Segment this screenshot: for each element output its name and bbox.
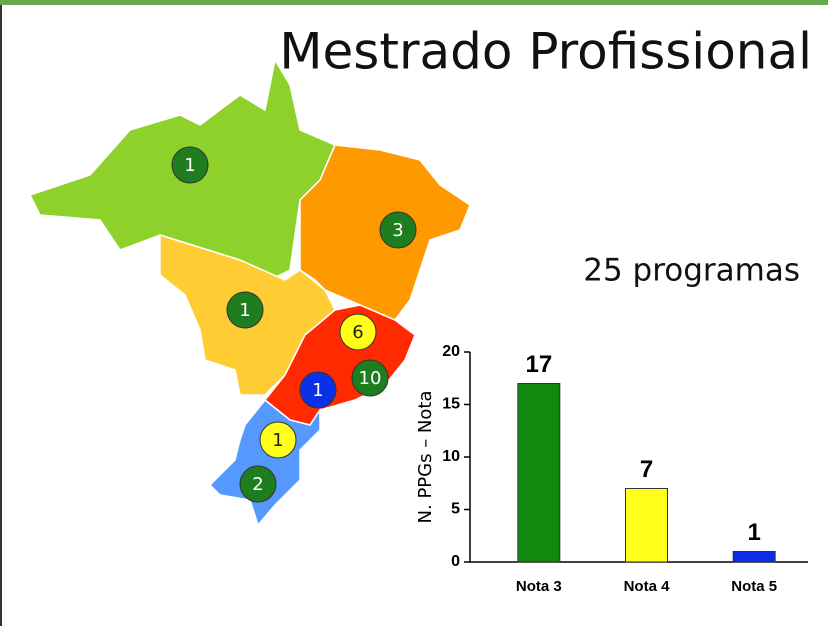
- map-marker: [171, 146, 209, 184]
- y-tick-label: 15: [442, 396, 460, 413]
- map-marker-label: 2: [252, 474, 263, 495]
- map-marker: [351, 359, 389, 397]
- value-label: 7: [640, 456, 653, 483]
- map-marker-label: 10: [359, 368, 382, 389]
- y-tick-label: 10: [442, 448, 460, 465]
- bar: [517, 383, 561, 563]
- y-tick-label: 0: [451, 553, 460, 570]
- map-marker: [239, 465, 277, 503]
- map-marker-label: 6: [352, 322, 363, 343]
- bar: [732, 551, 776, 563]
- slide-subtitle: 25 programas: [583, 253, 800, 289]
- y-axis-label: N. PPGs – Nota: [415, 391, 436, 524]
- map-marker-label: 1: [272, 430, 283, 451]
- y-tick-label: 20: [442, 343, 460, 360]
- map-marker: [379, 211, 417, 249]
- y-tick-label: 5: [451, 501, 460, 518]
- value-label: 17: [525, 351, 552, 378]
- map-marker-label: 1: [312, 380, 323, 401]
- bar: [625, 488, 668, 563]
- x-tick-label: Nota 3: [516, 578, 562, 595]
- map-marker-label: 3: [392, 220, 403, 241]
- map-marker: [299, 371, 337, 409]
- map-marker: [259, 421, 297, 459]
- map-marker-label: 1: [184, 155, 195, 176]
- map-marker: [226, 291, 264, 329]
- slide-title: Mestrado Profissional: [279, 23, 812, 81]
- map-marker: [339, 313, 377, 351]
- value-label: 1: [747, 519, 760, 546]
- x-tick-label: Nota 4: [624, 578, 671, 595]
- x-tick-label: Nota 5: [731, 578, 777, 595]
- top-border: [0, 0, 828, 5]
- map-marker-label: 1: [239, 300, 250, 321]
